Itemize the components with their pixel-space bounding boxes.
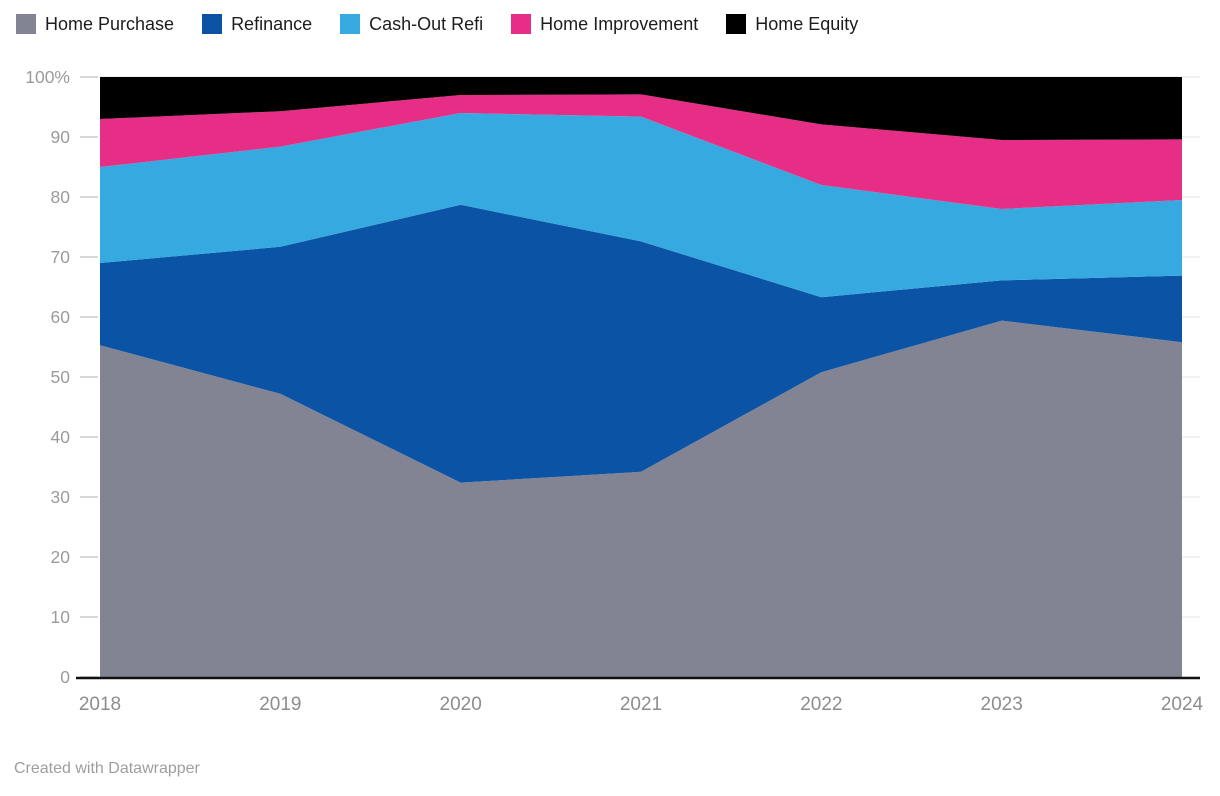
x-tick-label: 2023: [980, 694, 1023, 715]
y-tick-label: 10: [50, 607, 70, 627]
legend-label: Home Purchase: [45, 14, 175, 34]
x-tick-label: 2020: [439, 694, 482, 715]
legend-item-refinance: Refinance: [202, 13, 312, 35]
legend-item-home-purchase: Home Purchase: [16, 13, 174, 35]
y-tick-label: 90: [50, 127, 70, 147]
x-tick-label: 2018: [78, 694, 122, 715]
y-tick-label: 70: [50, 247, 70, 267]
y-tick-label: 100%: [25, 67, 70, 87]
area-home-improvement: [100, 94, 1182, 209]
y-tick-label: 30: [50, 487, 70, 507]
legend-swatch-icon: [202, 14, 223, 34]
x-tick-label: 2024: [1160, 694, 1204, 715]
y-tick-label: 0: [60, 667, 70, 687]
area-home-equity: [100, 77, 1182, 140]
legend-label: Home Equity: [755, 14, 859, 34]
legend-label: Cash-Out Refi: [369, 14, 484, 34]
area-refinance: [100, 204, 1182, 483]
legend-swatch-icon: [340, 14, 361, 34]
y-tick-label: 80: [50, 187, 70, 207]
legend-swatch-icon: [726, 14, 747, 34]
y-tick-label: 40: [50, 427, 70, 447]
legend-swatch-icon: [16, 14, 36, 34]
x-tick-label: 2021: [619, 694, 663, 715]
y-tick-label: 50: [50, 367, 70, 387]
legend-label: Refinance: [231, 14, 313, 34]
datawrapper-credit: Created with Datawrapper: [14, 760, 200, 777]
legend-swatch-icon: [511, 14, 532, 34]
x-tick-label: 2019: [259, 694, 302, 715]
legend-item-home-improvement: Home Improvement: [511, 13, 698, 35]
area-home-purchase: [100, 320, 1182, 677]
chart-legend: Home Purchase Refinance Cash-Out Refi Home …: [16, 13, 858, 35]
legend-item-cash-out-refi: Cash-Out Refi: [340, 13, 483, 35]
legend-item-home-equity: Home Equity: [726, 13, 858, 35]
area-cash-out-refi: [100, 113, 1182, 298]
legend-label: Home Improvement: [540, 14, 699, 34]
y-tick-label: 60: [50, 307, 70, 327]
y-tick-label: 20: [50, 547, 70, 567]
x-tick-label: 2022: [800, 694, 843, 715]
